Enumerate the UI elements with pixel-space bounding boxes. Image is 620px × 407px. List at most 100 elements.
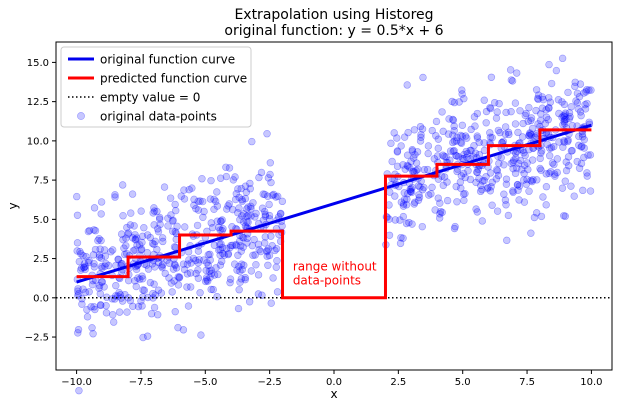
data-point: [399, 200, 408, 208]
data-point: [459, 190, 468, 198]
data-point: [560, 116, 569, 124]
data-point: [561, 113, 569, 121]
data-point: [411, 198, 419, 207]
data-point: [558, 54, 567, 63]
data-point: [482, 119, 490, 127]
data-point: [143, 231, 152, 239]
data-point: [133, 234, 141, 242]
data-point: [261, 210, 270, 219]
data-point: [206, 256, 214, 264]
data-point: [424, 149, 432, 158]
data-point: [544, 116, 552, 124]
data-point: [139, 286, 147, 294]
data-point: [402, 219, 411, 228]
y-axis-ticks: −2.5 0.0 2.5 5.0 7.5 10.0 12.5 15.0: [25, 58, 56, 344]
data-point: [507, 107, 515, 116]
data-point: [527, 131, 535, 139]
data-point: [200, 256, 208, 264]
data-point: [564, 162, 573, 170]
data-point: [120, 244, 128, 252]
data-point: [407, 157, 415, 166]
data-point: [532, 209, 541, 217]
data-point: [264, 174, 273, 182]
data-point: [542, 106, 550, 114]
data-point: [547, 168, 555, 176]
data-point: [479, 177, 487, 185]
data-point: [266, 159, 275, 167]
data-point: [170, 277, 178, 285]
data-point: [457, 184, 465, 192]
data-point: [194, 266, 202, 274]
data-point: [405, 218, 413, 227]
data-point: [234, 304, 243, 313]
y-tick-label: 0.0: [33, 293, 49, 304]
data-point: [539, 193, 547, 201]
data-point: [97, 262, 106, 271]
data-point: [458, 154, 467, 163]
data-point: [473, 168, 481, 177]
data-point: [561, 109, 570, 117]
data-point: [572, 97, 580, 105]
data-point: [78, 300, 86, 308]
data-point: [132, 265, 141, 274]
y-tick-label: 5.0: [33, 215, 49, 226]
data-point: [109, 318, 118, 326]
data-point: [169, 217, 177, 225]
data-point: [493, 108, 501, 116]
data-point: [170, 243, 179, 251]
data-point: [85, 257, 93, 265]
data-point: [512, 154, 520, 162]
data-point: [150, 303, 159, 312]
data-point: [255, 246, 263, 254]
data-point: [180, 265, 189, 274]
data-point: [443, 196, 452, 205]
data-point: [495, 99, 503, 108]
data-point: [467, 125, 475, 134]
data-point: [583, 172, 591, 180]
data-point: [80, 263, 88, 272]
data-point: [483, 184, 491, 193]
data-point: [472, 205, 480, 213]
data-point: [91, 245, 100, 254]
data-point: [487, 183, 495, 191]
data-point: [154, 311, 162, 319]
data-point: [449, 138, 457, 147]
data-point: [567, 182, 575, 190]
legend-box: [60, 46, 252, 128]
data-point: [524, 165, 532, 174]
data-point: [452, 152, 461, 160]
data-point: [576, 80, 585, 88]
data-point: [213, 202, 222, 210]
data-point: [482, 173, 490, 181]
data-point: [413, 148, 422, 156]
data-point: [172, 229, 180, 238]
data-point: [118, 259, 126, 268]
data-point: [458, 121, 467, 130]
data-point: [545, 94, 553, 102]
data-point: [276, 210, 285, 218]
data-point: [486, 104, 494, 112]
data-point: [259, 190, 267, 198]
predicted-function-line: [76, 128, 592, 300]
data-point: [513, 181, 522, 189]
data-point: [247, 212, 255, 220]
data-point: [180, 186, 188, 194]
data-point: [241, 182, 250, 190]
data-point: [173, 222, 181, 231]
data-point: [234, 185, 242, 193]
data-point: [460, 150, 468, 159]
data-point: [156, 220, 164, 229]
annotation-text: range without data-points: [293, 259, 377, 287]
data-point: [94, 236, 102, 245]
data-point: [154, 225, 162, 233]
data-point: [577, 111, 585, 120]
data-point: [261, 239, 269, 247]
data-point: [218, 257, 226, 266]
annotation-layer: range without data-points: [293, 259, 377, 287]
data-point: [533, 94, 542, 103]
data-point: [236, 267, 244, 275]
data-point: [391, 216, 399, 224]
data-point: [450, 126, 458, 135]
data-point: [85, 288, 93, 296]
data-point: [206, 250, 214, 259]
